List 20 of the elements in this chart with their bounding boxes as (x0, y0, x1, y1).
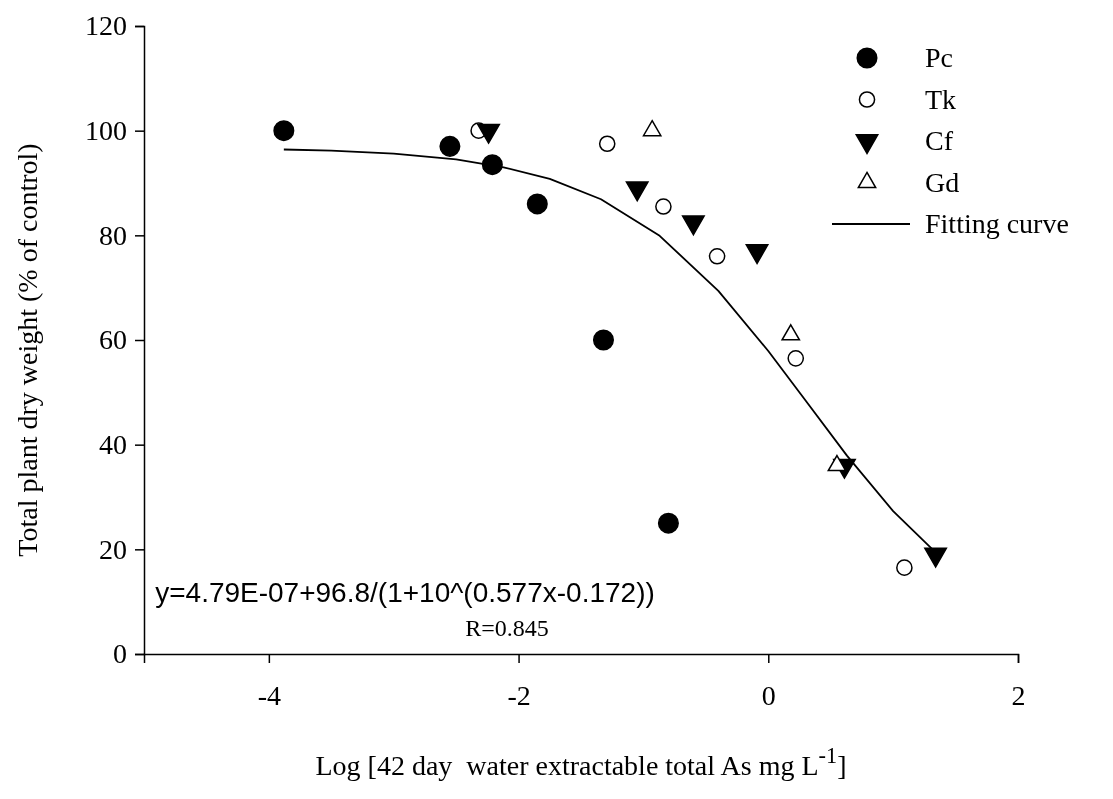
y-tick-label: 40 (99, 429, 127, 461)
legend-label: Cf (925, 125, 954, 156)
y-tick-label: 20 (99, 533, 127, 565)
x-axis-title: Log [42 day water extractable total As mg L$^{-1}$] (315, 742, 847, 781)
x-tick-label: -4 (257, 679, 282, 711)
annotation: y=4.79E-07+96.8/(1+10^(0.577x-0.172)) (155, 577, 655, 608)
y-axis-title: Total plant dry weight (% of control) (12, 143, 43, 557)
legend-label: Pc (925, 42, 953, 73)
x-tick-label: -2 (507, 679, 531, 711)
y-tick-label: 80 (99, 219, 127, 251)
y-tick-label: 0 (113, 638, 127, 670)
y-tick-label: 60 (99, 324, 127, 356)
legend-label: Tk (925, 83, 957, 115)
x-tick-label: 0 (761, 679, 776, 711)
legend-label: Gd (925, 166, 960, 198)
y-tick-label: 120 (85, 10, 127, 42)
legend-label: Fitting curve (925, 208, 1069, 239)
annotation: R=0.845 (465, 615, 549, 641)
x-tick-label: 2 (1011, 679, 1026, 711)
y-tick-label: 100 (85, 115, 127, 147)
